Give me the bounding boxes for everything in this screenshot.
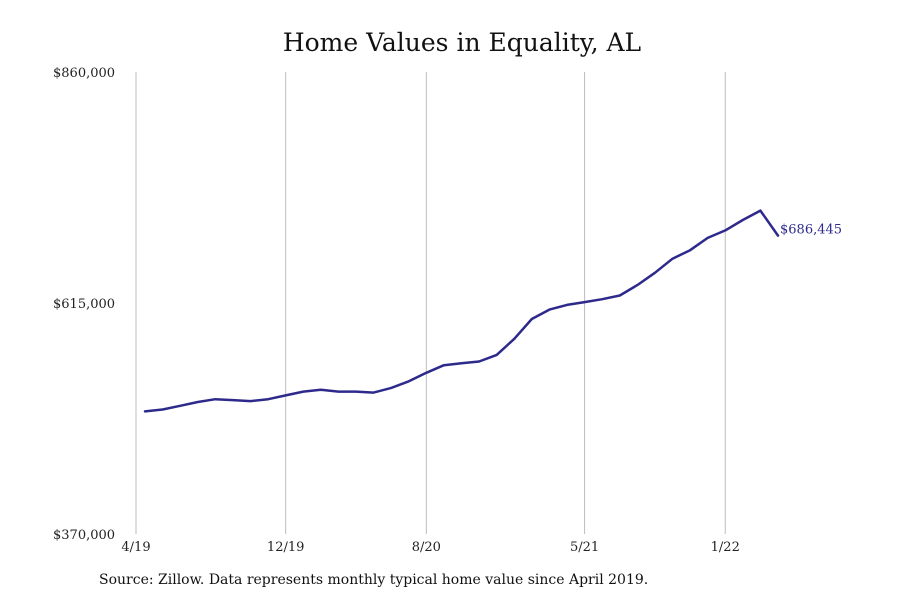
source-note: Source: Zillow. Data represents monthly … — [99, 572, 649, 588]
y-tick-label: $860,000 — [53, 66, 115, 81]
x-tick-label: 12/19 — [267, 540, 304, 555]
end-value-label: $686,445 — [780, 223, 842, 238]
chart-title: Home Values in Equality, AL — [283, 28, 641, 57]
y-axis: $370,000 $615,000 $860,000 — [53, 66, 115, 543]
x-axis: 4/19 12/19 8/20 5/21 1/22 — [121, 540, 739, 555]
y-tick-label: $370,000 — [53, 528, 115, 543]
x-tick-label: 1/22 — [711, 540, 740, 555]
series-layer: $686,445 — [143, 209, 842, 413]
x-tick-label: 5/21 — [570, 540, 599, 555]
y-tick-label: $615,000 — [53, 297, 115, 312]
x-tick-label: 8/20 — [412, 540, 441, 555]
gridlines — [135, 72, 726, 534]
x-tick-label: 4/19 — [121, 540, 150, 555]
series-line — [143, 209, 780, 413]
